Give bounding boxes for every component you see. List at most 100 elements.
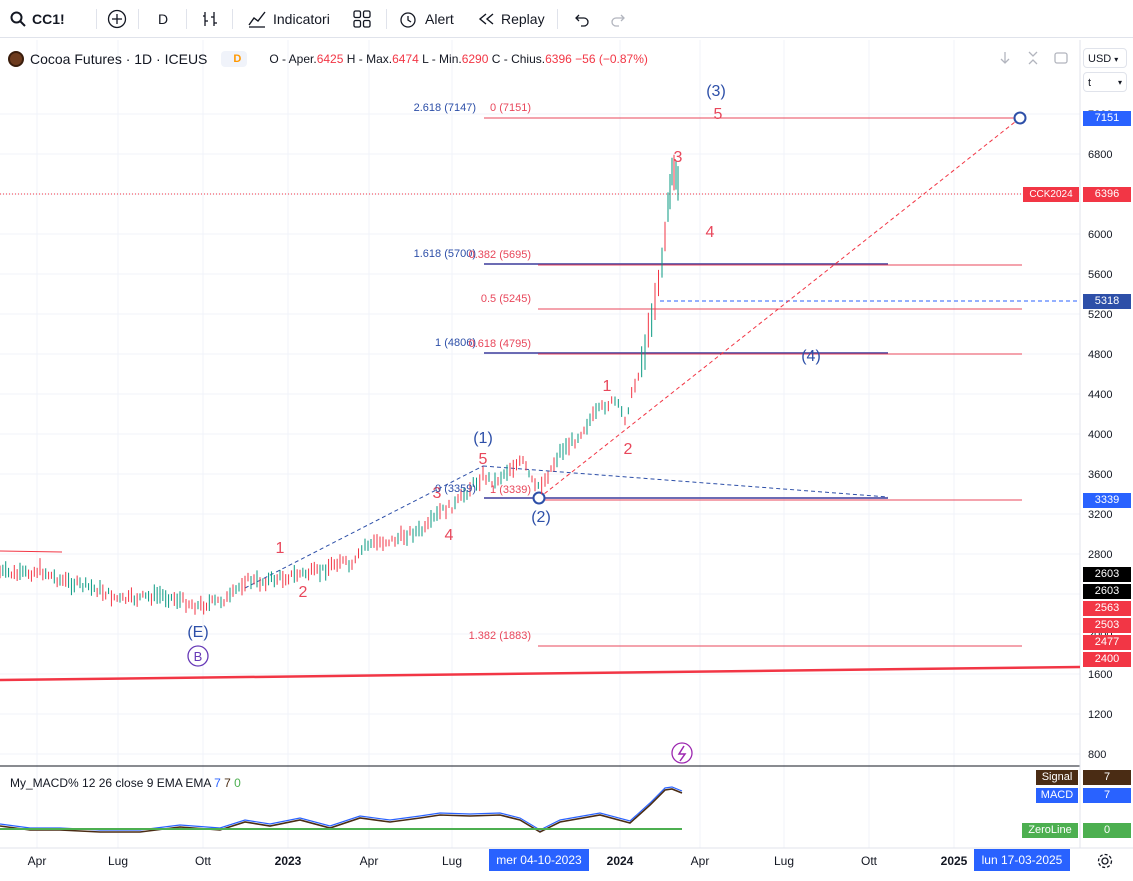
ohlc-o-label: O - Aper. [269, 52, 317, 66]
macd-value-2: 7 [224, 776, 231, 790]
candle-series [0, 154, 679, 615]
toolbar-divider [96, 9, 97, 29]
top-toolbar: CC1! D Indicatori Alert Replay [0, 0, 1133, 38]
wave-label-e-blue: (E) [187, 624, 208, 641]
toolbar-divider [138, 9, 139, 29]
gear-icon [1097, 853, 1113, 869]
symbol-search-button[interactable]: CC1! [10, 0, 65, 38]
toolbar-divider [186, 9, 187, 29]
trend-line-fragment[interactable] [0, 550, 63, 553]
redo-icon [611, 14, 625, 27]
wave-label-2-low: 2 [299, 584, 308, 601]
macd-pane [0, 786, 683, 833]
fib-label-0-red-top: 0 (7151) [490, 102, 531, 114]
currency-label: USD [1088, 53, 1112, 65]
ohlc-c-label: C - Chius. [491, 52, 546, 66]
macd-name: My_MACD% [10, 776, 79, 790]
price-tick-label: 4400 [1088, 389, 1112, 401]
signal-value: 7 [1083, 770, 1131, 785]
wave-label-3-red: 3 [674, 149, 683, 166]
time-tick-label: Lug [774, 854, 794, 868]
pane-controls [996, 48, 1076, 68]
zeroline-label: ZeroLine [1022, 823, 1078, 838]
alert-label: Alert [425, 11, 454, 27]
macd-signal-line [0, 788, 683, 833]
crosshair-date-label: mer 04-10-2023 [489, 849, 589, 871]
lightning-icon-glyph [677, 745, 687, 762]
undo-button[interactable] [572, 0, 590, 38]
legend-badge[interactable]: D [221, 51, 248, 67]
price-tick-label: 800 [1088, 749, 1106, 761]
wave-label-1-low: 1 [276, 540, 285, 557]
wave-label-b: B [194, 649, 203, 664]
ohlc-l-value: 6290 [461, 52, 489, 66]
price-label-2563: 2563 [1083, 601, 1131, 616]
candles-icon [203, 12, 217, 26]
trend-support-line[interactable] [0, 665, 1081, 682]
wave-label-2-red: 2 [624, 441, 633, 458]
arrow-down-icon[interactable] [996, 49, 1014, 67]
undo-icon [575, 14, 589, 27]
price-label-6396: 6396 [1083, 187, 1131, 202]
time-tick-label: Apr [360, 854, 379, 868]
settings-button[interactable] [1097, 853, 1113, 874]
signal-label: Signal [1036, 770, 1078, 785]
wave-label-4-blue: (4) [801, 348, 821, 365]
chart-legend: Cocoa Futures · 1D · ICEUS D O - Aper.64… [8, 48, 648, 70]
time-tick-label: 2025 [941, 854, 968, 868]
toolbar-divider [557, 9, 558, 29]
price-tick-label: 1600 [1088, 669, 1112, 681]
end-date-label: lun 17-03-2025 [974, 849, 1070, 871]
wave-label-3-mid: 3 [433, 485, 442, 502]
price-label-2603a: 2603 [1083, 567, 1131, 582]
currency-select[interactable]: USD ▾ [1083, 48, 1127, 68]
macd-legend: My_MACD% 12 26 close 9 EMA EMA 7 7 0 [10, 776, 241, 790]
wave-label-3-blue: (3) [706, 83, 726, 100]
time-tick-label: 2023 [275, 854, 302, 868]
price-tick-label: 6800 [1088, 149, 1112, 161]
chart-type-button[interactable] [200, 0, 220, 38]
time-tick-label: Apr [691, 854, 710, 868]
replay-button[interactable]: Replay [477, 0, 545, 38]
wave-label-4-red: 4 [706, 224, 715, 241]
maximize-icon[interactable] [1052, 49, 1070, 67]
indicators-label: Indicatori [273, 11, 330, 27]
time-tick-label: Apr [28, 854, 47, 868]
indicators-button[interactable]: Indicatori [247, 0, 330, 38]
macd-label: MACD [1036, 788, 1078, 803]
macd-value-1: 7 [214, 776, 221, 790]
macd-params: 12 26 close 9 EMA EMA [82, 776, 211, 790]
price-label-2477: 2477 [1083, 635, 1131, 650]
time-axis[interactable]: Apr Lug Ott 2023 Apr Lug 2024 Apr Lug Ott 2025 [28, 854, 968, 868]
wave-label-2-blue: (2) [531, 509, 551, 526]
wave-label-5-top: 5 [714, 106, 723, 123]
lightning-icon[interactable] [671, 742, 693, 764]
collapse-icon[interactable] [1024, 49, 1042, 67]
ohlc-c-value: 6396 [545, 52, 572, 66]
fib-label-0-blue: 0 (3359) [435, 483, 476, 495]
price-tick-label: 4800 [1088, 349, 1112, 361]
compare-button[interactable] [107, 0, 127, 38]
anchor-point-2[interactable] [532, 491, 546, 505]
templates-button[interactable] [352, 0, 372, 38]
price-tick-label: 2800 [1088, 549, 1112, 561]
redo-button[interactable] [610, 0, 628, 38]
interval-button[interactable]: D [158, 0, 168, 38]
channel-upper-line[interactable] [244, 465, 484, 589]
alert-button[interactable]: Alert [398, 0, 454, 38]
fib-label-1-blue: 1 (4806) [435, 337, 476, 349]
channel-decline-line[interactable] [482, 465, 889, 498]
price-tick-label: 4000 [1088, 429, 1112, 441]
wave-labels: (3) 5 3 4 1 2 (4) (1) 5 3 4 (2) 1 2 (E) … [187, 83, 821, 667]
grid-icon [353, 10, 371, 28]
indicators-icon [248, 11, 266, 28]
anchor-point-3[interactable] [1013, 111, 1027, 125]
unit-select[interactable]: t ▾ [1083, 72, 1127, 92]
projection-line[interactable] [538, 117, 1021, 499]
time-tick-label: Ott [861, 854, 878, 868]
rewind-icon [478, 13, 494, 25]
alarm-clock-icon [400, 12, 416, 28]
time-tick-label: Lug [442, 854, 462, 868]
price-chart[interactable]: 8001200160020002400280032003600400044004… [0, 40, 1133, 881]
fib-label-0618: 0.618 (4795) [469, 338, 531, 350]
